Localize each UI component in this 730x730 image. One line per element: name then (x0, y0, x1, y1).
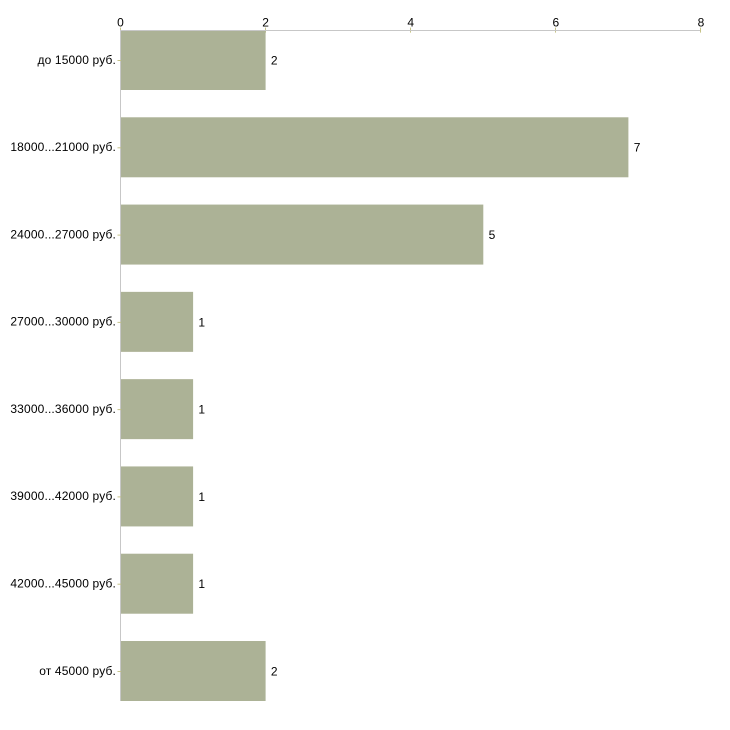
svg-text:8: 8 (698, 15, 705, 29)
svg-text:2: 2 (271, 53, 278, 67)
svg-text:33000...36000 руб.: 33000...36000 руб. (10, 402, 116, 416)
svg-text:1: 1 (198, 490, 205, 504)
svg-text:1: 1 (198, 577, 205, 591)
svg-text:2: 2 (271, 664, 278, 678)
svg-text:до 15000 руб.: до 15000 руб. (37, 53, 116, 67)
svg-text:18000...21000 руб.: 18000...21000 руб. (10, 140, 116, 154)
svg-text:0: 0 (117, 15, 124, 29)
svg-text:24000...27000 руб.: 24000...27000 руб. (10, 227, 116, 241)
svg-text:6: 6 (553, 15, 560, 29)
svg-text:5: 5 (489, 228, 496, 242)
svg-text:39000...42000 руб.: 39000...42000 руб. (10, 489, 116, 503)
svg-text:27000...30000 руб.: 27000...30000 руб. (10, 315, 116, 329)
svg-text:4: 4 (407, 15, 414, 29)
svg-text:1: 1 (198, 403, 205, 417)
svg-text:от 45000 руб.: от 45000 руб. (39, 664, 116, 678)
svg-text:2: 2 (262, 15, 269, 29)
svg-text:42000...45000 руб.: 42000...45000 руб. (10, 577, 116, 591)
svg-text:1: 1 (198, 315, 205, 329)
svg-text:7: 7 (634, 141, 641, 155)
